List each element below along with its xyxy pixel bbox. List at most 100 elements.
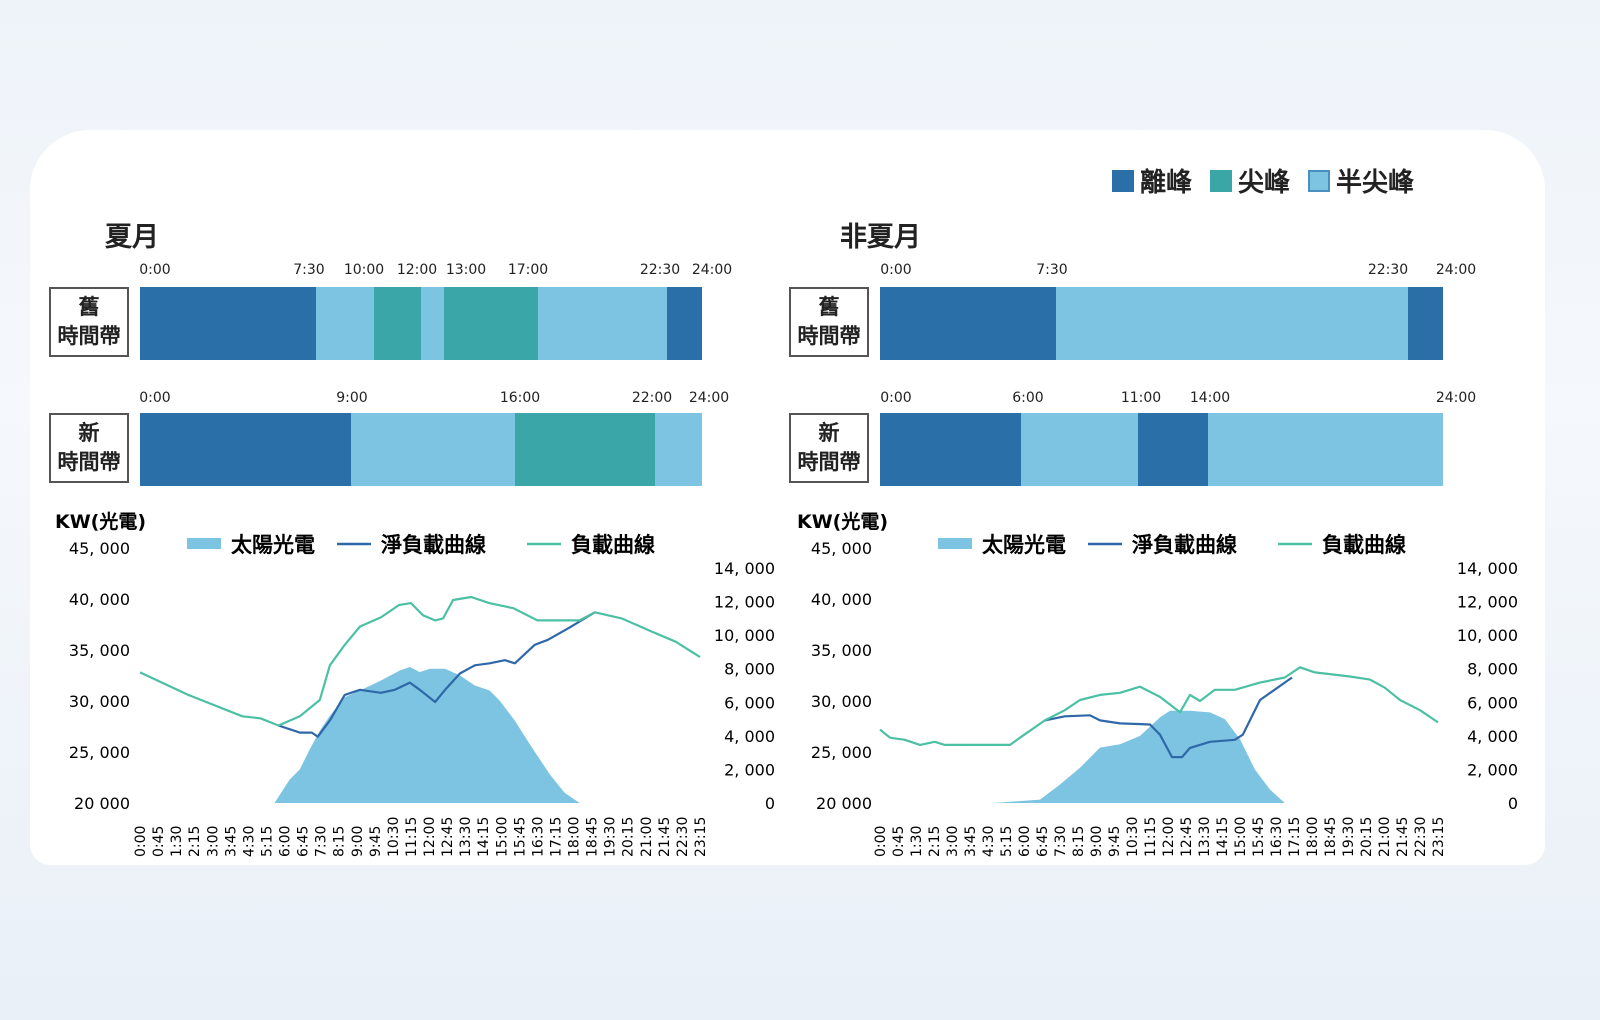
legend-off-peak: 離峰 bbox=[1112, 162, 1192, 199]
solar-area bbox=[992, 710, 1285, 803]
left-axis-tick: 45, 000 bbox=[69, 539, 130, 558]
segment-mid-peak bbox=[421, 287, 445, 360]
new-time-bar bbox=[880, 413, 1443, 486]
time-tick-label: 14:00 bbox=[1189, 390, 1231, 406]
x-axis-tick: 19:30 bbox=[603, 817, 619, 857]
x-axis-tick: 21:00 bbox=[639, 817, 655, 857]
x-axis-tick: 21:45 bbox=[1395, 817, 1411, 857]
time-tick-label: 7:30 bbox=[1036, 262, 1068, 278]
label-line: 新 bbox=[78, 421, 100, 445]
segment-mid-peak bbox=[315, 287, 375, 360]
time-tick-label: 0:00 bbox=[139, 390, 171, 406]
time-tick-label: 13:00 bbox=[445, 262, 487, 278]
left-axis-tick: 35, 000 bbox=[69, 641, 130, 660]
right-axis-tick: 10, 000 bbox=[1457, 626, 1518, 645]
segment-off-peak bbox=[666, 287, 702, 360]
x-axis-tick: 14:15 bbox=[476, 817, 492, 857]
legend-peak: 尖峰 bbox=[1210, 162, 1290, 199]
time-tick-label: 24:00 bbox=[691, 262, 733, 278]
segment-off-peak bbox=[140, 413, 351, 486]
x-axis-tick: 12:00 bbox=[422, 817, 438, 857]
time-tick-label: 9:00 bbox=[336, 390, 368, 406]
old-period-label: 舊時間帶 bbox=[49, 287, 129, 357]
time-tick-label: 24:00 bbox=[1435, 390, 1477, 406]
time-tick-label: 11:00 bbox=[1120, 390, 1162, 406]
peak-swatch bbox=[1210, 169, 1233, 192]
x-axis-tick: 18:00 bbox=[1305, 817, 1321, 857]
segment-off-peak bbox=[140, 287, 316, 360]
time-tick-label: 24:00 bbox=[688, 390, 730, 406]
x-axis-tick: 6:00 bbox=[278, 826, 294, 857]
x-axis-tick: 3:00 bbox=[945, 826, 961, 857]
x-axis-tick: 10:30 bbox=[1125, 817, 1141, 857]
x-axis-tick: 9:00 bbox=[1089, 826, 1105, 857]
left-axis-tick: 40, 000 bbox=[69, 590, 130, 609]
x-axis-tick: 23:15 bbox=[1431, 817, 1447, 857]
left-axis-tick: 25, 000 bbox=[69, 743, 130, 762]
right-axis-tick: 4, 000 bbox=[1467, 727, 1518, 746]
x-axis-tick: 10:30 bbox=[386, 817, 402, 857]
x-axis-tick: 23:15 bbox=[693, 817, 709, 857]
x-axis-tick: 2:15 bbox=[927, 826, 943, 857]
x-axis-tick: 12:45 bbox=[440, 817, 456, 857]
label-line: 時間帶 bbox=[57, 324, 121, 348]
x-axis-tick: 0:45 bbox=[891, 826, 907, 857]
time-tick-label: 24:00 bbox=[1435, 262, 1477, 278]
label-line: 舊 bbox=[78, 295, 100, 319]
x-axis-tick: 20:15 bbox=[621, 817, 637, 857]
x-axis-tick: 18:00 bbox=[567, 817, 583, 857]
x-axis-tick: 1:30 bbox=[169, 826, 185, 857]
x-axis-tick: 9:00 bbox=[350, 826, 366, 857]
left-axis-tick: 45, 000 bbox=[811, 539, 872, 558]
non-summer-title: 非夏月 bbox=[840, 222, 921, 253]
segment-off-peak bbox=[880, 287, 1056, 360]
time-tick-label: 0:00 bbox=[880, 262, 912, 278]
right-axis-tick: 8, 000 bbox=[724, 660, 775, 679]
time-tick-label: 6:00 bbox=[1012, 390, 1044, 406]
legend-series-label: 淨負載曲線 bbox=[381, 533, 486, 557]
time-tick-label: 7:30 bbox=[293, 262, 325, 278]
x-axis-tick: 2:15 bbox=[187, 826, 203, 857]
left-axis-tick: 30, 000 bbox=[811, 692, 872, 711]
legend-series-label: 負載曲線 bbox=[571, 533, 655, 557]
segment-off-peak bbox=[880, 413, 1021, 486]
right-axis-tick: 12, 000 bbox=[714, 593, 775, 612]
legend-mid-peak: 半尖峰 bbox=[1308, 162, 1414, 199]
segment-peak bbox=[374, 287, 421, 360]
summer-title: 夏月 bbox=[105, 222, 159, 253]
x-axis-tick: 5:15 bbox=[259, 826, 275, 857]
x-axis-tick: 17:15 bbox=[548, 817, 564, 857]
mid-peak-swatch bbox=[1308, 169, 1331, 192]
x-axis-tick: 18:45 bbox=[585, 817, 601, 857]
x-axis-tick: 13:30 bbox=[1197, 817, 1213, 857]
x-axis-tick: 14:15 bbox=[1215, 817, 1231, 857]
right-axis-tick: 10, 000 bbox=[714, 626, 775, 645]
label-line: 舊 bbox=[818, 295, 840, 319]
right-axis-tick: 12, 000 bbox=[1457, 593, 1518, 612]
legend-series-label: 淨負載曲線 bbox=[1132, 533, 1237, 557]
new-period-label: 新時間帶 bbox=[49, 413, 129, 483]
legend-solar-swatch bbox=[187, 538, 221, 549]
right-axis-tick: 0 bbox=[765, 794, 775, 813]
old-period-label: 舊時間帶 bbox=[789, 287, 869, 357]
tariff-legend: 離峰 尖峰 半尖峰 bbox=[1112, 162, 1414, 199]
right-axis-tick: 14, 000 bbox=[714, 559, 775, 578]
left-axis-tick: 20 000 bbox=[816, 794, 872, 813]
x-axis-tick: 6:45 bbox=[1035, 826, 1051, 857]
x-axis-tick: 22:30 bbox=[675, 817, 691, 857]
right-axis-tick: 14, 000 bbox=[1457, 559, 1518, 578]
net-load-line bbox=[278, 611, 596, 738]
load-line bbox=[139, 595, 701, 727]
x-axis-tick: 15:00 bbox=[494, 817, 510, 857]
x-axis-tick: 16:30 bbox=[1269, 817, 1285, 857]
label-line: 新 bbox=[818, 421, 840, 445]
right-axis-tick: 4, 000 bbox=[724, 727, 775, 746]
segment-mid-peak bbox=[538, 287, 667, 360]
x-axis-tick: 0:00 bbox=[133, 826, 149, 857]
left-axis-tick: 20 000 bbox=[74, 794, 130, 813]
x-axis-tick: 3:00 bbox=[205, 826, 221, 857]
x-axis-tick: 15:00 bbox=[1233, 817, 1249, 857]
left-axis-tick: 25, 000 bbox=[811, 743, 872, 762]
x-axis-tick: 6:00 bbox=[1017, 826, 1033, 857]
time-tick-label: 0:00 bbox=[880, 390, 912, 406]
